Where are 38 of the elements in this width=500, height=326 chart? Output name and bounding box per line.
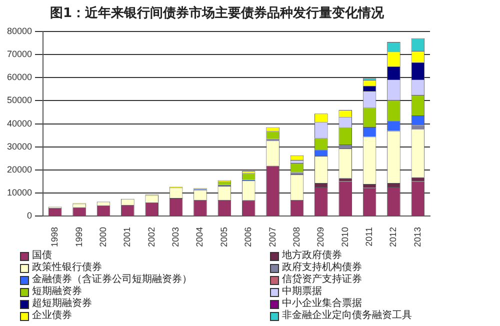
legend-label: 短期融资券 xyxy=(32,286,82,298)
x-tick-label: 1998 xyxy=(50,226,60,248)
y-tick-label: 50000 xyxy=(6,95,32,106)
legend-label: 地方政府债券 xyxy=(282,250,342,262)
x-tick-label: 2007 xyxy=(267,226,278,248)
y-tick-label: 20000 xyxy=(6,164,32,174)
x-tick-label: 2003 xyxy=(170,226,181,248)
x-tick-label: 2000 xyxy=(98,226,108,248)
legend-label: 国债 xyxy=(32,250,52,262)
y-tick-label: 10000 xyxy=(6,187,32,198)
x-tick-label: 2005 xyxy=(218,226,229,248)
x-tick-label: 2008 xyxy=(291,226,302,248)
legend-label: 金融债券（含证券公司短期融资券） xyxy=(32,274,192,286)
x-tick-label: 2012 xyxy=(388,226,398,248)
x-tick-label: 2011 xyxy=(364,226,374,246)
y-tick-label: 80000 xyxy=(6,26,32,36)
x-tick-label: 2006 xyxy=(243,226,254,248)
legend-label: 中期票据 xyxy=(282,286,322,298)
legend-label: 非金融企业定向债务融资工具 xyxy=(282,310,412,322)
x-tick-label: 2002 xyxy=(146,226,156,248)
legend-label: 信贷资产支持证券 xyxy=(282,274,362,286)
x-tick-label: 2004 xyxy=(194,226,205,248)
legend-label: 政策性银行债券 xyxy=(32,262,102,274)
legend-label: 超短期融资券 xyxy=(32,298,92,310)
x-tick-label: 2013 xyxy=(412,226,422,248)
x-tick-label: 2001 xyxy=(122,226,132,248)
x-tick-label: 2010 xyxy=(340,226,350,248)
legend-label: 企业债券 xyxy=(32,310,72,322)
legend-label: 政府支持机构债券 xyxy=(282,262,362,274)
legend-label: 中小企业集合票据 xyxy=(282,298,362,310)
y-tick-label: 0 xyxy=(27,210,32,220)
y-tick-label: 40000 xyxy=(6,118,32,128)
y-tick-label: 30000 xyxy=(6,141,32,152)
y-tick-label: 60000 xyxy=(6,72,32,82)
y-tick-label: 70000 xyxy=(6,49,32,60)
x-tick-label: 2009 xyxy=(316,226,326,248)
chart-title: 图1：近年来银行间债券市场主要债券品种发行量变化情况 xyxy=(50,5,386,22)
x-tick-label: 1999 xyxy=(74,226,84,248)
